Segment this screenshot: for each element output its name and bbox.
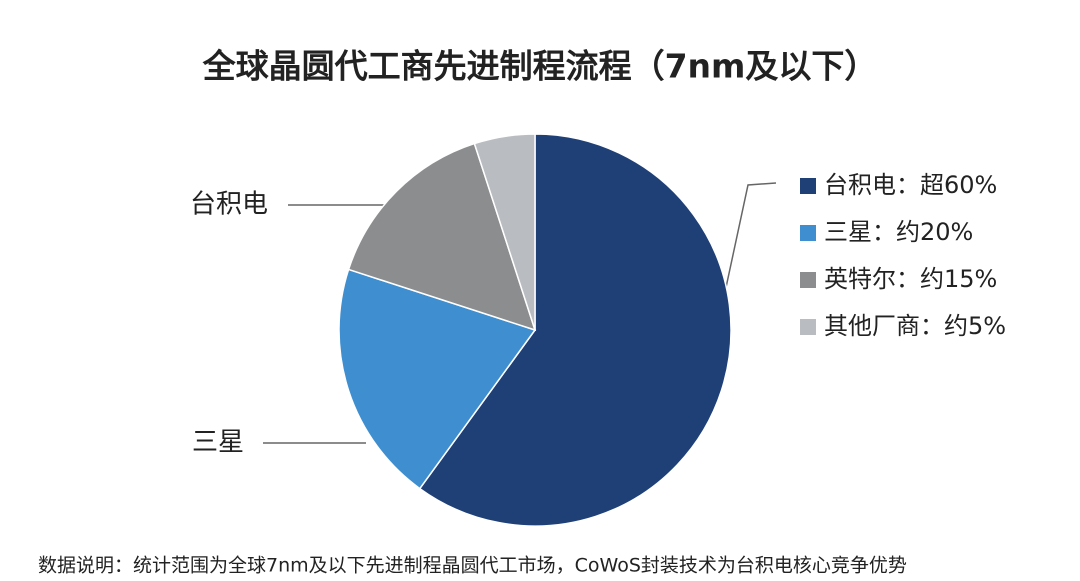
chart-title: 全球晶圆代工商先进制程流程（7nm及以下） [202,47,878,86]
pie-slice [338,268,537,490]
legend-swatch [800,225,816,241]
pie-slice [347,142,537,332]
legend-swatch [800,272,816,288]
legend-label: 其他厂商：约5% [824,312,1006,340]
legend-label: 英特尔：约15% [824,265,997,293]
legend-connector [715,182,777,335]
pie-slice [418,133,732,527]
legend-label: 三星：约20% [824,218,973,246]
footnote: 数据说明：统计范围为全球7nm及以下先进制程晶圆代工市场，CoWoS封装技术为台… [38,555,907,577]
legend-swatch [800,319,816,335]
legend-label: 台积电：超60% [824,171,997,199]
callout-label: 三星 [192,428,244,458]
legend-swatch [800,178,816,194]
pie-slice [473,133,536,331]
callout-label: 台积电 [190,190,268,220]
